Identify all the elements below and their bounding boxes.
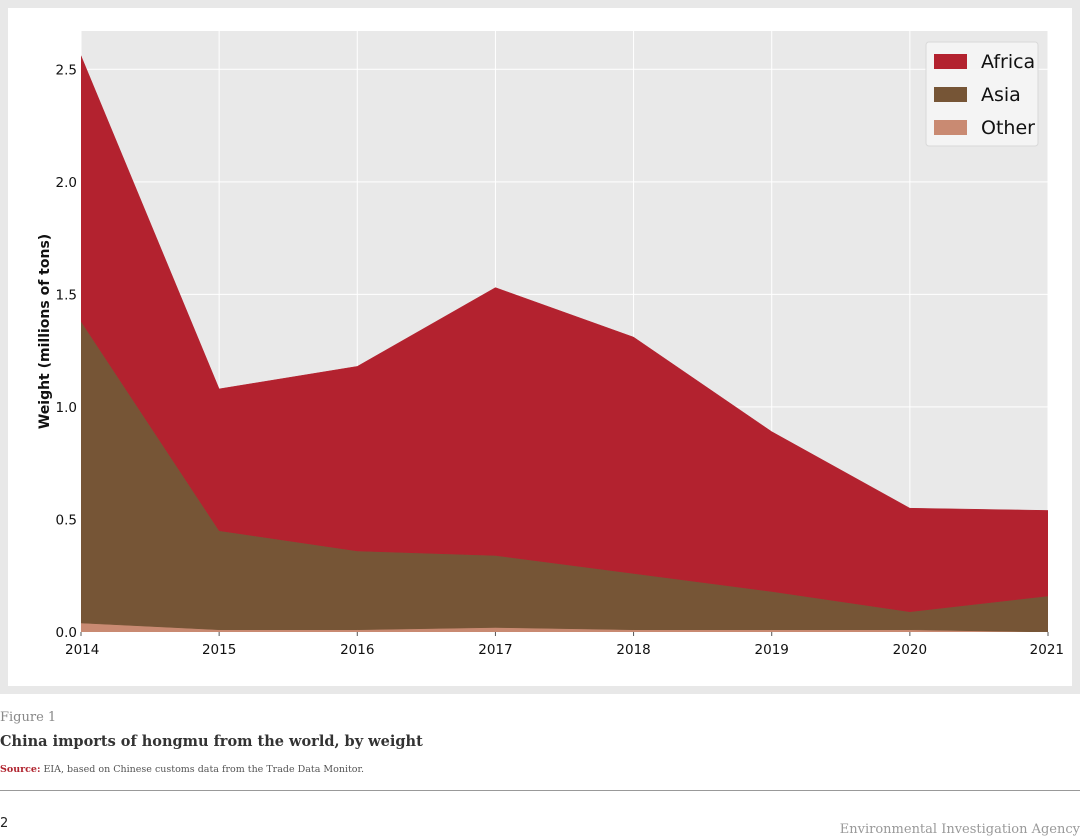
x-tick-label: 2018 bbox=[616, 642, 650, 658]
x-tick-label: 2021 bbox=[1030, 642, 1064, 658]
x-tick-label: 2017 bbox=[478, 642, 512, 658]
legend-label-asia: Asia bbox=[981, 84, 1021, 106]
y-tick-label: 0.5 bbox=[56, 512, 77, 528]
x-tick-label: 2019 bbox=[755, 642, 789, 658]
y-tick-label: 0.0 bbox=[56, 625, 77, 641]
divider bbox=[0, 790, 1080, 791]
x-tick-label: 2016 bbox=[340, 642, 374, 658]
legend-swatch-asia bbox=[934, 87, 967, 102]
x-tick-label: 2020 bbox=[893, 642, 927, 658]
y-axis-label: Weight (millions of tons) bbox=[37, 234, 53, 429]
x-axis: 2014 2015 2016 2017 2018 2019 2020 2021 bbox=[65, 632, 1064, 658]
legend-swatch-other bbox=[934, 120, 967, 135]
organization-name: Environmental Investigation Agency bbox=[839, 822, 1080, 837]
legend-label-africa: Africa bbox=[981, 51, 1035, 73]
y-tick-label: 1.0 bbox=[56, 400, 77, 416]
figure-label: Figure 1 bbox=[0, 710, 57, 725]
y-axis: 0.0 0.5 1.0 1.5 2.0 2.5 bbox=[56, 62, 77, 641]
x-tick-label: 2014 bbox=[65, 642, 99, 658]
area-africa bbox=[81, 55, 1048, 612]
page-number: 2 bbox=[0, 816, 9, 831]
figure-source: Source: EIA, based on Chinese customs da… bbox=[0, 764, 364, 775]
legend-swatch-africa bbox=[934, 54, 967, 69]
y-tick-label: 2.0 bbox=[56, 175, 77, 191]
source-prefix: Source: bbox=[0, 764, 41, 775]
y-tick-label: 2.5 bbox=[56, 62, 77, 78]
legend-label-other: Other bbox=[981, 117, 1035, 139]
y-tick-label: 1.5 bbox=[56, 287, 77, 303]
legend: Africa Asia Other bbox=[925, 41, 1039, 147]
x-tick-label: 2015 bbox=[202, 642, 236, 658]
figure-title: China imports of hongmu from the world, … bbox=[0, 733, 423, 750]
data-areas bbox=[81, 55, 1048, 632]
chart: 0.00.51.01.52.02.5 2014 2015 2016 2017 2018 2… bbox=[37, 31, 1064, 658]
source-text: EIA, based on Chinese customs data from … bbox=[40, 764, 365, 775]
